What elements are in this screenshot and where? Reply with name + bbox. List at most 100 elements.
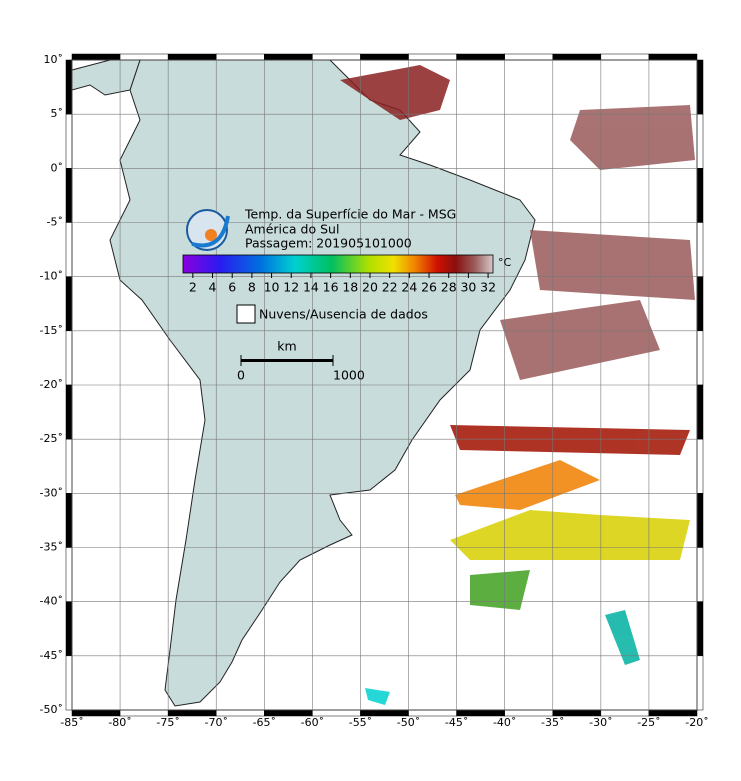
title: Temp. da Superfície do Mar - MSG xyxy=(244,207,456,222)
x-tick-label: -45˚ xyxy=(445,716,468,729)
frame-strip xyxy=(696,113,704,169)
x-tick-label: -85˚ xyxy=(60,716,83,729)
frame-strip xyxy=(648,53,698,61)
frame-strip xyxy=(65,384,73,440)
scale-bar xyxy=(241,359,333,362)
legend-swatch xyxy=(236,304,256,324)
y-tick-label: -50˚ xyxy=(40,703,63,716)
frame-strip xyxy=(696,438,704,494)
frame-strip xyxy=(408,53,457,61)
x-tick-label: -40˚ xyxy=(493,716,516,729)
x-tick-label: -80˚ xyxy=(108,716,131,729)
central-america xyxy=(71,59,141,96)
x-tick-label: -35˚ xyxy=(541,716,564,729)
frame-strip xyxy=(65,222,73,277)
x-tick-label: -60˚ xyxy=(301,716,324,729)
frame-strip xyxy=(696,168,704,223)
frame-strip xyxy=(65,330,73,386)
colorbar-tick-label: 4 xyxy=(209,280,217,295)
x-tick-label: -55˚ xyxy=(349,716,372,729)
colorbar-tick-label: 6 xyxy=(228,280,236,295)
y-tick-label: -25˚ xyxy=(40,432,63,445)
y-tick-label: -40˚ xyxy=(40,595,63,608)
frame-strip xyxy=(552,53,602,61)
frame-strip xyxy=(696,59,704,115)
colorbar-tick-label: 16 xyxy=(323,280,339,295)
y-tick-label: -5˚ xyxy=(47,216,63,229)
frame-strip xyxy=(65,601,73,657)
colorbar-tick-label: 14 xyxy=(303,280,319,295)
colorbar-tick-label: 8 xyxy=(248,280,256,295)
frame-strip xyxy=(215,53,265,61)
land xyxy=(71,59,536,707)
x-tick-label: -50˚ xyxy=(397,716,420,729)
frame-strip xyxy=(696,330,704,386)
y-tick-label: 10˚ xyxy=(44,53,64,66)
sst-patch xyxy=(450,425,690,455)
sst-patch xyxy=(470,570,530,610)
frame-strip xyxy=(456,53,505,61)
x-tick-label: -75˚ xyxy=(156,716,179,729)
logo-dot xyxy=(205,229,217,241)
continent xyxy=(109,59,536,707)
y-tick-label: -10˚ xyxy=(40,270,63,283)
overlay: Temp. da Superfície do Mar - MSG América… xyxy=(182,207,512,383)
frame-strip xyxy=(696,222,704,277)
colorbar-tick-label: 30 xyxy=(460,280,476,295)
frame-strip xyxy=(696,547,704,602)
frame-strip xyxy=(65,438,73,494)
x-tick-label: -25˚ xyxy=(637,716,660,729)
y-tick-label: -15˚ xyxy=(40,324,63,337)
colorbar xyxy=(182,254,494,274)
colorbar-tick-label: 28 xyxy=(441,280,457,295)
colorbar-tick-label: 24 xyxy=(401,280,417,295)
sst-patch xyxy=(605,610,640,665)
colorbar-tick-label: 32 xyxy=(480,280,496,295)
sst-patch xyxy=(450,510,690,560)
colorbar-tick-label: 20 xyxy=(362,280,378,295)
frame-strip xyxy=(65,276,73,332)
frame-strip xyxy=(65,655,73,711)
colorbar-tick-label: 2 xyxy=(189,280,197,295)
frame-strip xyxy=(65,59,73,115)
x-tick-label: -20˚ xyxy=(685,716,708,729)
sst-patch xyxy=(455,460,600,510)
colorbar-tick-label: 10 xyxy=(264,280,280,295)
colorbar-tick-label: 18 xyxy=(342,280,358,295)
y-tick-label: 5˚ xyxy=(51,107,64,120)
sst-patch xyxy=(530,230,695,300)
frame-strip xyxy=(312,53,361,61)
frame-strip xyxy=(119,53,169,61)
frame-strip xyxy=(696,493,704,548)
sst-patch xyxy=(365,688,390,705)
x-tick-label: -30˚ xyxy=(589,716,612,729)
logo-arrow xyxy=(191,215,230,248)
x-tick-label: -70˚ xyxy=(204,716,227,729)
frame-strip xyxy=(65,547,73,602)
frame-strip xyxy=(264,53,313,61)
frame-strip xyxy=(65,493,73,548)
frame-strip xyxy=(167,53,217,61)
caption: Passagem: 201905101000 xyxy=(245,236,412,251)
colorbar-tick-label: 22 xyxy=(382,280,398,295)
frame-strip xyxy=(696,601,704,657)
frame-strip xyxy=(71,53,121,61)
frame-strip xyxy=(600,53,650,61)
frame-strip xyxy=(65,113,73,169)
subtitle: América do Sul xyxy=(245,222,339,237)
y-tick-label: 0˚ xyxy=(51,161,64,174)
colorbar-tick-label: 26 xyxy=(421,280,437,295)
legend-label: Nuvens/Ausencia de dados xyxy=(259,307,428,322)
x-tick-label: -65˚ xyxy=(253,716,276,729)
scale-unit: km xyxy=(277,339,296,354)
scale-tick-label: 0 xyxy=(237,368,245,383)
colorbar-tick-label: 12 xyxy=(283,280,299,295)
y-tick-label: -45˚ xyxy=(40,649,63,662)
frame-strip xyxy=(504,53,554,61)
frame-strip xyxy=(360,53,409,61)
y-tick-label: -35˚ xyxy=(40,541,63,554)
y-tick-label: -20˚ xyxy=(40,378,63,391)
sst-patch xyxy=(500,300,660,380)
